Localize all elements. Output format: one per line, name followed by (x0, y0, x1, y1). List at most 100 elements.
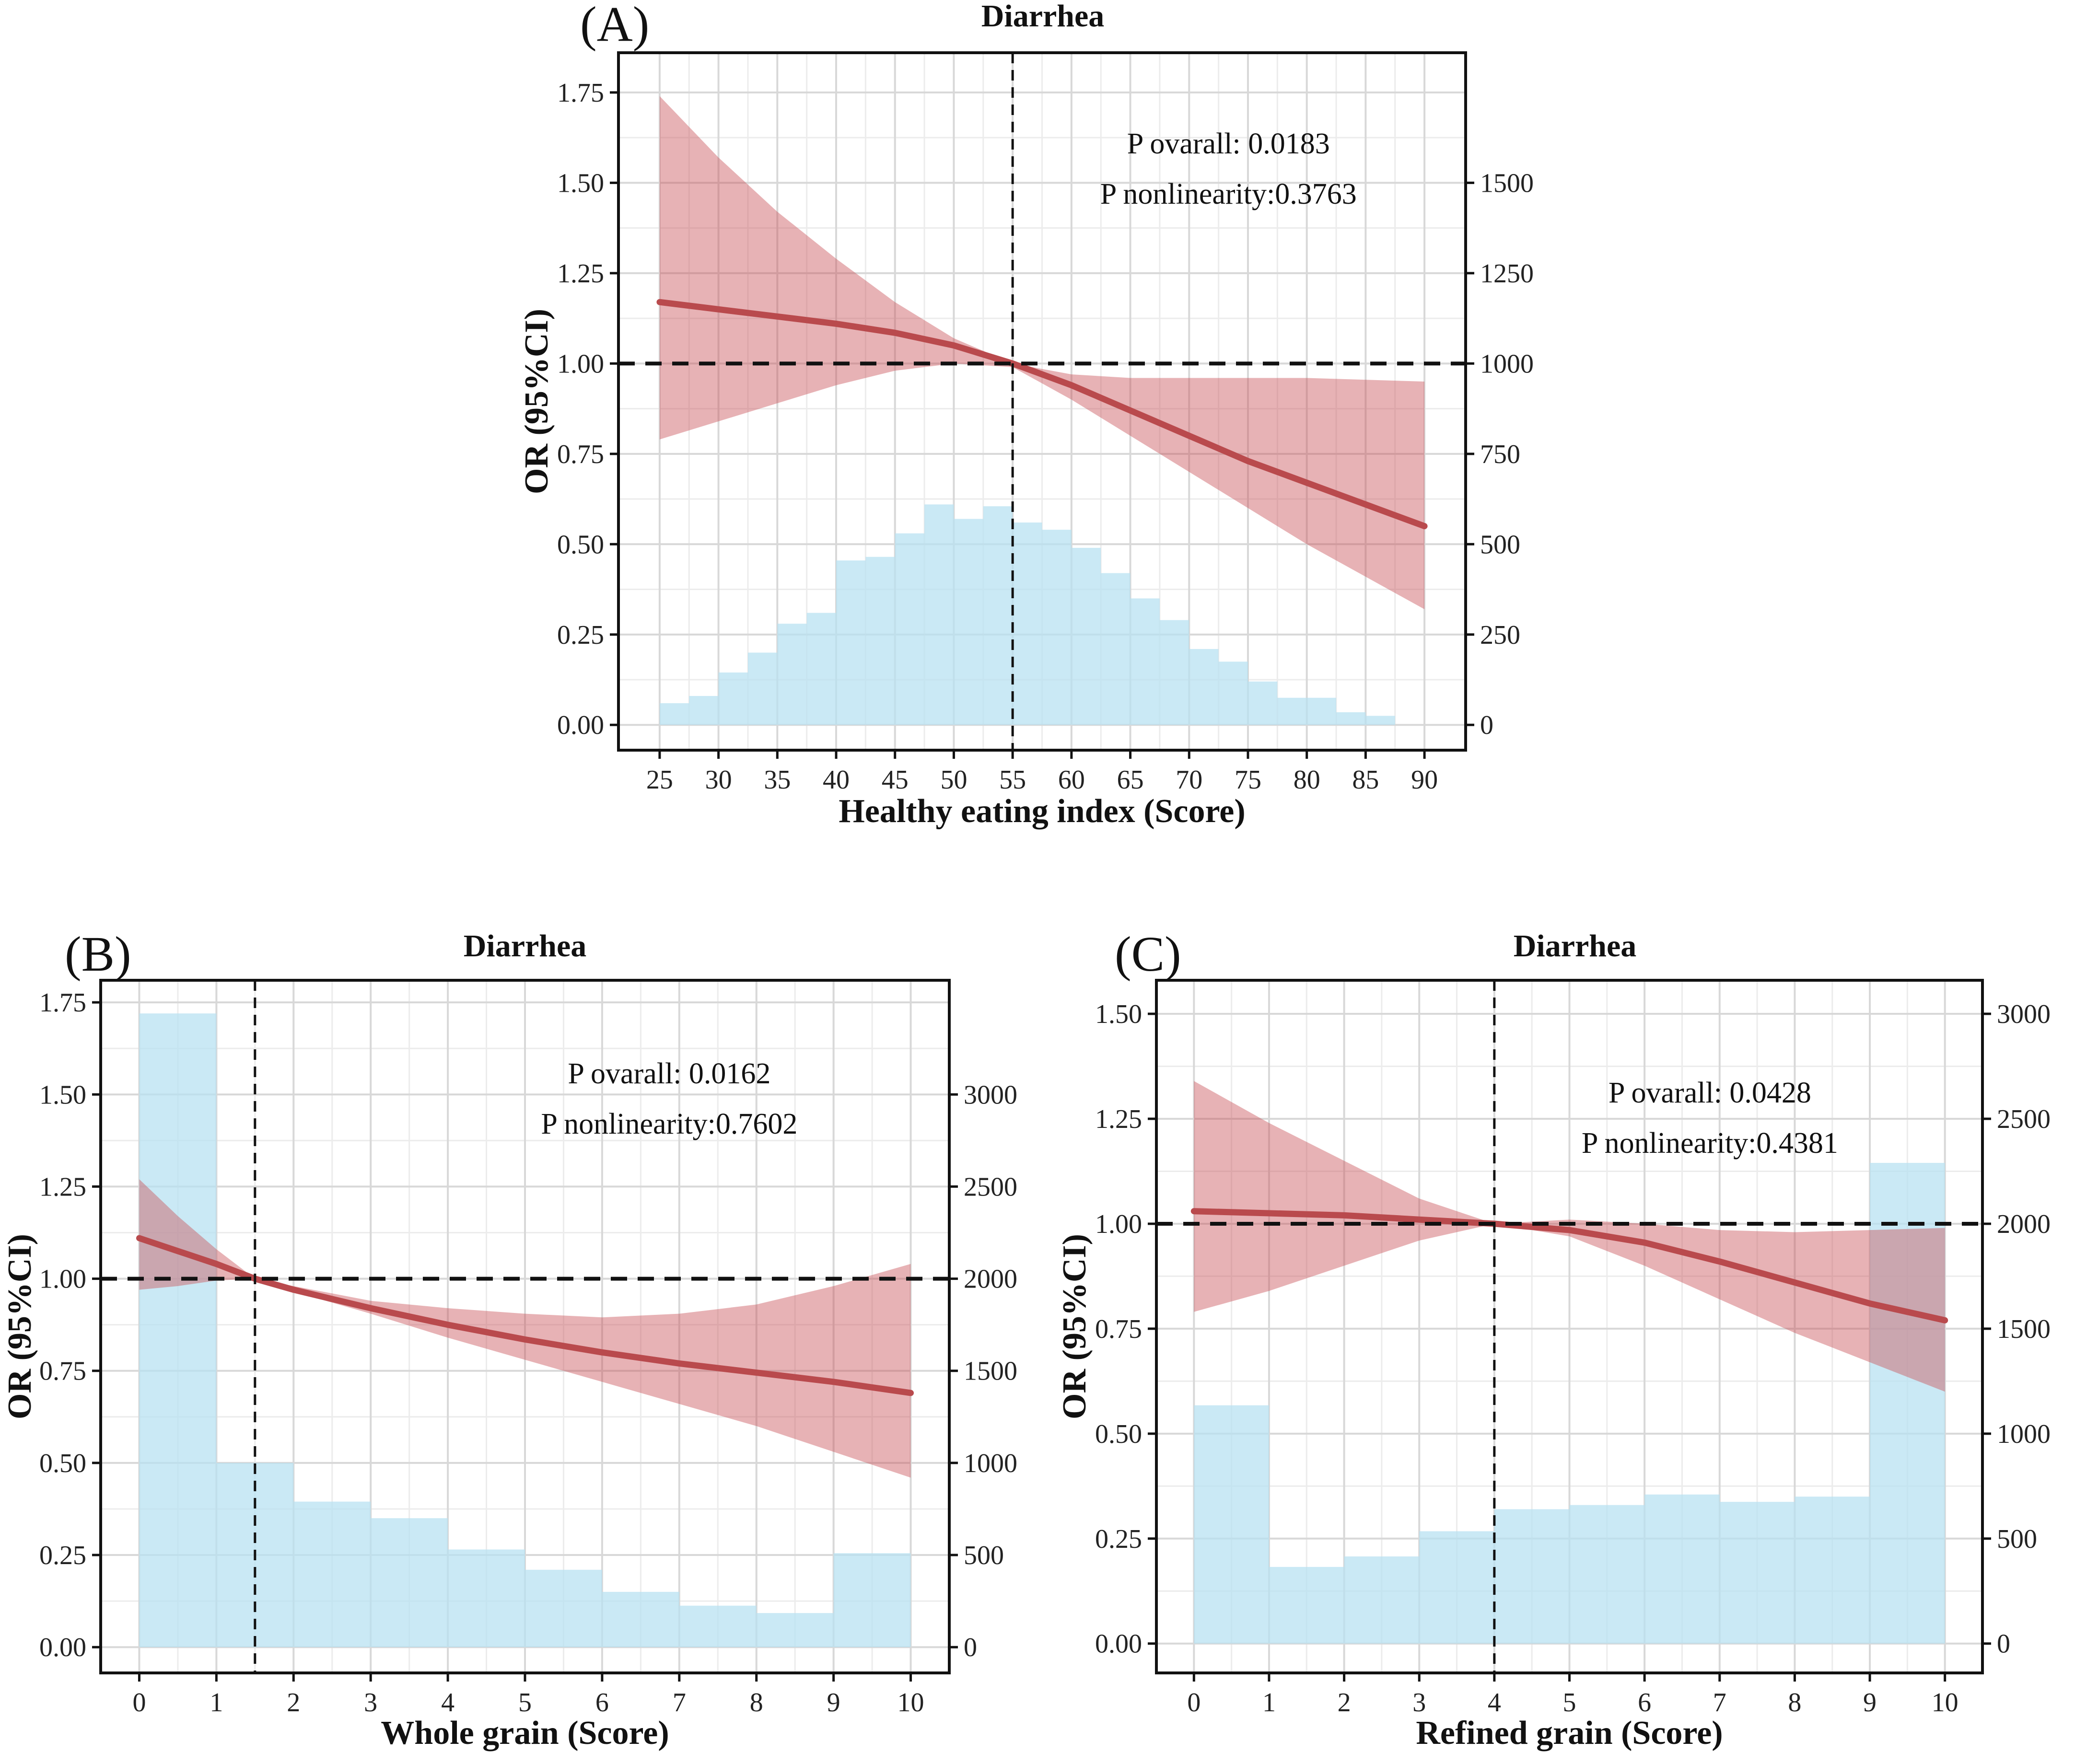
y-axis-label: OR (95%CI) (518, 309, 555, 494)
y2-tick-label: 1500 (1480, 168, 1534, 198)
x-tick-label: 2 (287, 1688, 300, 1718)
histogram-bar (1071, 547, 1101, 725)
histogram-bar (865, 557, 895, 725)
histogram-bar (371, 1518, 448, 1648)
y2-tick-label: 1000 (1480, 349, 1534, 379)
x-tick-label: 85 (1352, 765, 1379, 795)
x-tick-label: 60 (1058, 765, 1085, 795)
y-tick-label: 0.50 (1095, 1419, 1142, 1449)
x-tick-label: 35 (764, 765, 791, 795)
y-tick-label: 0.50 (39, 1449, 86, 1478)
histogram-bar (448, 1549, 525, 1648)
x-tick-label: 30 (705, 765, 732, 795)
histogram-bar (833, 1553, 911, 1648)
x-tick-label: 1 (210, 1688, 223, 1718)
x-axis: 25 30 35 40 45 50 55 60 65 70 75 80 85 90 (646, 750, 1438, 795)
histogram-bar (679, 1605, 757, 1648)
histogram-bar (1042, 530, 1072, 725)
p-overall-annotation: P ovarall: 0.0428 (1609, 1077, 1811, 1109)
p-overall-annotation: P ovarall: 0.0183 (1127, 128, 1330, 160)
confidence-band (139, 1179, 911, 1478)
histogram-bar (1130, 598, 1160, 725)
chart-title: Diarrhea (1514, 928, 1637, 963)
y-tick-label: 1.00 (39, 1265, 86, 1294)
x-tick-label: 55 (999, 765, 1026, 795)
x-tick-label: 0 (132, 1688, 146, 1718)
x-tick-label: 50 (940, 765, 967, 795)
panel-label: (A) (580, 0, 649, 52)
y2-tick-label: 250 (1480, 620, 1520, 650)
y2-tick-label: 3000 (964, 1080, 1017, 1110)
histogram-bar (718, 672, 748, 725)
x-axis: 0 1 2 3 4 5 6 7 8 9 10 (1187, 1673, 1958, 1718)
plot-frame (617, 51, 1467, 752)
y-tick-label: 1.75 (557, 78, 604, 108)
p-nonlinearity-annotation: P nonlinearity:0.7602 (541, 1108, 797, 1140)
histogram-bar (139, 1013, 217, 1648)
x-tick-label: 1 (1262, 1688, 1276, 1718)
histogram-bar (1218, 662, 1248, 725)
histogram-bar (525, 1569, 602, 1648)
y2-tick-label: 2000 (1997, 1209, 2051, 1239)
histogram-bar (836, 560, 866, 725)
y2-tick-label: 1000 (964, 1449, 1017, 1478)
x-axis-label: Whole grain (Score) (381, 1715, 669, 1752)
histogram (659, 504, 1395, 725)
histogram-bar (1719, 1502, 1795, 1644)
x-tick-label: 0 (1187, 1688, 1201, 1718)
confidence-band (1194, 1081, 1945, 1392)
histogram-bar (1277, 697, 1307, 725)
y-tick-label: 1.25 (39, 1172, 86, 1202)
histogram-bar (293, 1501, 371, 1648)
histogram-bar (1365, 716, 1395, 725)
chart-title: Diarrhea (464, 928, 587, 963)
panel-c: 0.000.250.500.751.001.251.50050010001500… (1056, 927, 2051, 1752)
histogram-bar (983, 506, 1013, 725)
x-tick-label: 3 (1412, 1688, 1426, 1718)
x-tick-label: 4 (441, 1688, 455, 1718)
histogram-bar (1013, 522, 1042, 725)
y2-tick-label: 1250 (1480, 259, 1534, 289)
confidence-band (659, 96, 1425, 609)
p-nonlinearity-annotation: P nonlinearity:0.3763 (1100, 178, 1357, 210)
y-tick-label: 1.00 (557, 349, 604, 379)
y-tick-label: 0.50 (557, 530, 604, 559)
histogram (139, 1013, 911, 1648)
panel-a: 0.00 0.25 0.50 0.75 1.00 1.25 1.50 1.75 0 250 500 7… (518, 0, 1534, 830)
histogram-bar (1569, 1505, 1645, 1644)
or-line (656, 299, 1428, 530)
x-tick-label: 10 (1932, 1688, 1958, 1718)
histogram-bar (1870, 1162, 1945, 1644)
p-nonlinearity-annotation: P nonlinearity:0.4381 (1582, 1127, 1838, 1160)
y2-tick-label: 1000 (1997, 1419, 2051, 1449)
histogram-bar (756, 1613, 834, 1648)
y2-tick-label: 0 (1997, 1629, 2010, 1659)
y2-tick-label: 2500 (964, 1172, 1017, 1202)
y-axis-left: 0.00 0.25 0.50 0.75 1.00 1.25 1.50 1.75 (39, 988, 101, 1662)
histogram-bar (777, 624, 807, 725)
x-tick-label: 80 (1294, 765, 1320, 795)
chart-title: Diarrhea (981, 0, 1105, 34)
y-tick-label: 0.25 (1095, 1524, 1142, 1554)
histogram-bar (689, 696, 719, 725)
y-axis-right: 0 500 1000 1500 2000 2500 3000 (1982, 999, 2051, 1659)
y2-tick-label: 3000 (1997, 999, 2051, 1029)
y2-tick-label: 750 (1480, 440, 1520, 469)
y-tick-label: 0.25 (557, 620, 604, 650)
y2-tick-label: 1500 (964, 1357, 1017, 1386)
y2-tick-label: 1500 (1997, 1314, 2051, 1344)
y-tick-label: 1.25 (557, 259, 604, 289)
histogram-bar (1247, 681, 1278, 725)
x-tick-label: 45 (882, 765, 909, 795)
y-tick-label: 0.75 (39, 1357, 86, 1386)
y-axis-right: 0 500 1000 1500 2000 2500 3000 (949, 1080, 1017, 1662)
histogram-bar (1494, 1509, 1570, 1644)
y-tick-label: 0.00 (39, 1633, 86, 1662)
x-tick-label: 7 (1713, 1688, 1726, 1718)
histogram-bar (659, 703, 689, 725)
histogram-bar (1101, 573, 1131, 725)
x-axis-label: Refined grain (Score) (1416, 1715, 1723, 1752)
y2-tick-label: 0 (1480, 710, 1493, 740)
x-tick-label: 7 (673, 1688, 686, 1718)
